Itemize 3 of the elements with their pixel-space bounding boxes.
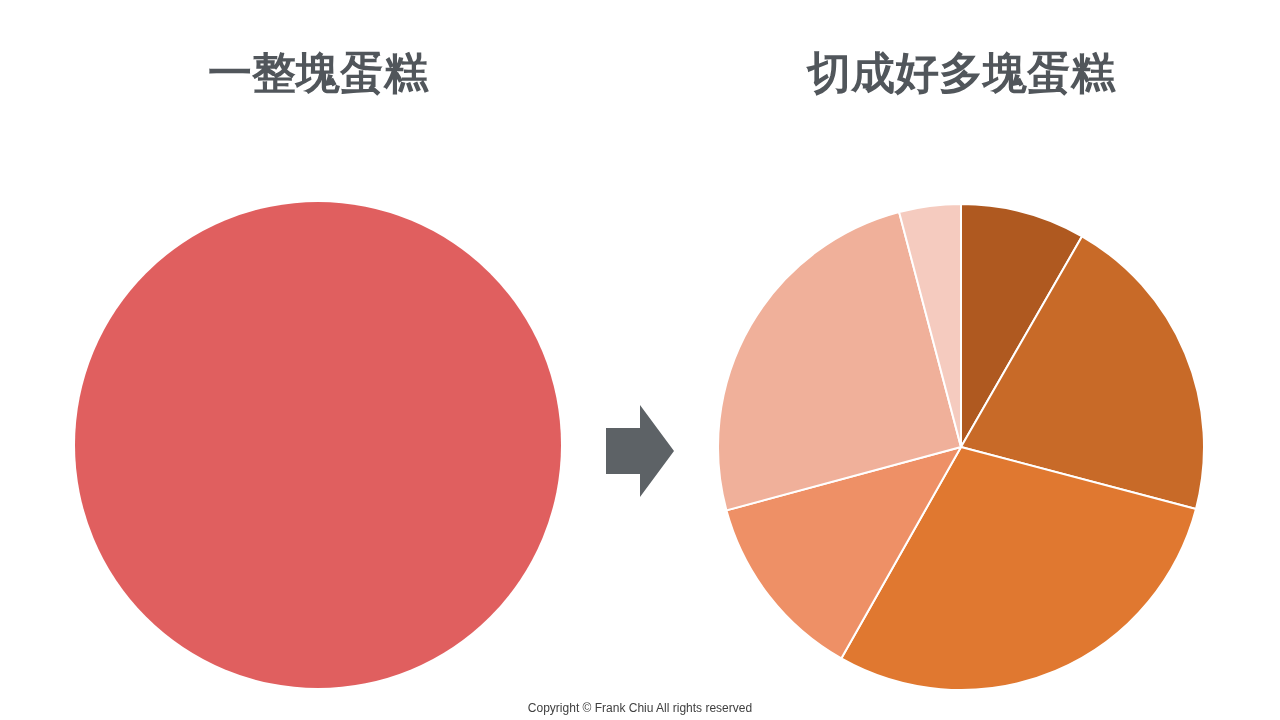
chart-title: 切成好多塊蛋糕 (806, 47, 1116, 98)
chart-title: 一整塊蛋糕 (208, 47, 429, 98)
text: Copyright © Frank Chiu All rights reserved (527, 701, 753, 715)
